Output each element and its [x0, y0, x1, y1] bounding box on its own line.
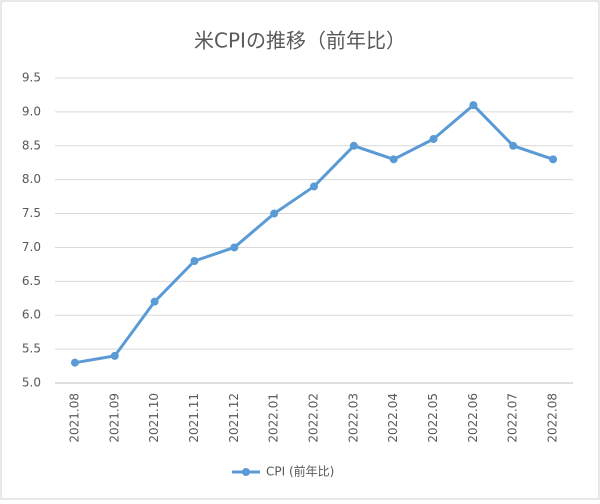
- legend-label: CPI (前年比): [266, 464, 334, 479]
- x-tick-label: 2022.06: [466, 393, 480, 443]
- x-tick-label: 2022.05: [426, 393, 440, 443]
- y-tick-label: 5.5: [22, 342, 41, 356]
- x-tick-label: 2021.11: [187, 393, 201, 443]
- y-tick-label: 9.5: [22, 71, 41, 85]
- x-tick-label: 2022.08: [546, 393, 560, 443]
- y-tick-label: 8.5: [22, 138, 41, 152]
- point: [150, 297, 159, 306]
- point: [349, 141, 358, 150]
- y-tick-label: 7.0: [22, 240, 41, 254]
- x-tick-label: 2021.09: [107, 393, 121, 443]
- y-tick-label: 8.0: [22, 172, 41, 186]
- point: [270, 209, 279, 218]
- chart-title: 米CPIの推移（前年比）: [194, 29, 406, 53]
- point: [70, 358, 79, 367]
- y-tick-label: 5.0: [22, 376, 41, 390]
- x-tick-label: 2022.01: [267, 393, 281, 443]
- point: [310, 182, 318, 191]
- x-tick-label: 2021.12: [227, 393, 241, 443]
- point: [429, 135, 438, 143]
- x-tick-label: 2022.07: [506, 393, 520, 443]
- x-tick-label: 2022.03: [346, 393, 360, 443]
- y-tick-label: 7.5: [22, 206, 41, 220]
- point: [389, 155, 398, 164]
- point: [110, 351, 119, 360]
- point: [469, 101, 478, 110]
- x-tick-label: 2022.02: [307, 393, 321, 443]
- point: [509, 141, 518, 150]
- point: [230, 243, 239, 252]
- point: [190, 257, 199, 265]
- point: [549, 155, 558, 164]
- x-tick-label: 2021.10: [147, 393, 161, 443]
- y-tick-label: 6.0: [22, 308, 41, 322]
- x-tick-label: 2022.04: [386, 393, 400, 443]
- y-tick-label: 9.0: [22, 104, 41, 118]
- y-tick-label: 6.5: [22, 274, 41, 288]
- x-tick-label: 2021.08: [67, 393, 81, 443]
- legend-marker: [242, 468, 250, 476]
